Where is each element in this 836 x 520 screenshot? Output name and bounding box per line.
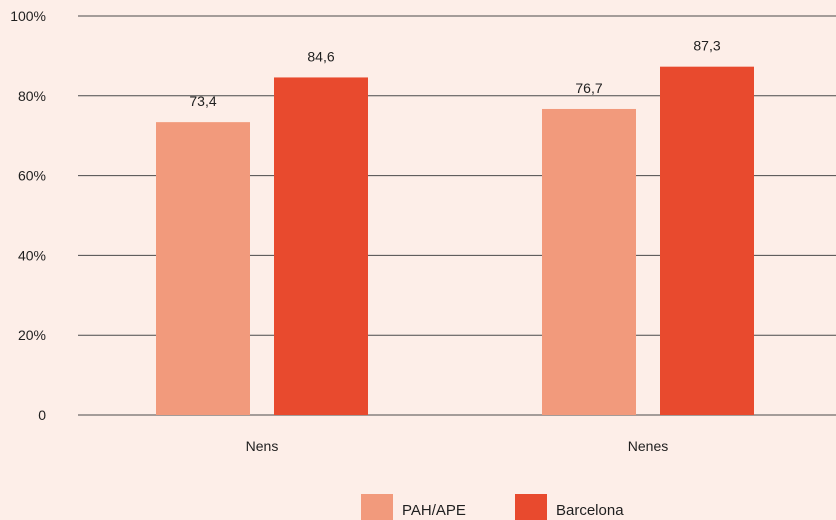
x-tick-label: Nens — [246, 438, 279, 454]
bar-barcelona-nenes — [660, 66, 754, 415]
y-tick-label: 20% — [18, 327, 46, 343]
y-tick-label: 100% — [10, 8, 46, 24]
x-axis-ticks: Nens Nenes — [246, 438, 669, 454]
y-tick-label: 60% — [18, 168, 46, 184]
bar-barcelona-nens — [274, 77, 368, 416]
legend: PAH/APE Barcelona — [361, 494, 624, 520]
legend-swatch — [515, 494, 547, 520]
y-axis-ticks: 0 20% 40% 60% 80% 100% — [10, 8, 46, 423]
y-tick-label: 0 — [38, 407, 46, 423]
legend-label: PAH/APE — [402, 502, 466, 519]
data-labels: 73,4 76,7 84,6 87,3 — [189, 38, 720, 109]
data-label: 73,4 — [189, 93, 216, 109]
y-tick-label: 40% — [18, 247, 46, 263]
data-label: 76,7 — [575, 80, 602, 96]
data-label: 87,3 — [693, 38, 720, 54]
bar-pah-ape-nens — [156, 122, 250, 415]
y-tick-label: 80% — [18, 88, 46, 104]
x-tick-label: Nenes — [628, 438, 668, 454]
data-label: 84,6 — [307, 48, 334, 64]
bar-pah-ape-nenes — [542, 108, 636, 415]
bars — [156, 66, 754, 416]
legend-label: Barcelona — [556, 502, 624, 519]
legend-swatch — [361, 494, 393, 520]
